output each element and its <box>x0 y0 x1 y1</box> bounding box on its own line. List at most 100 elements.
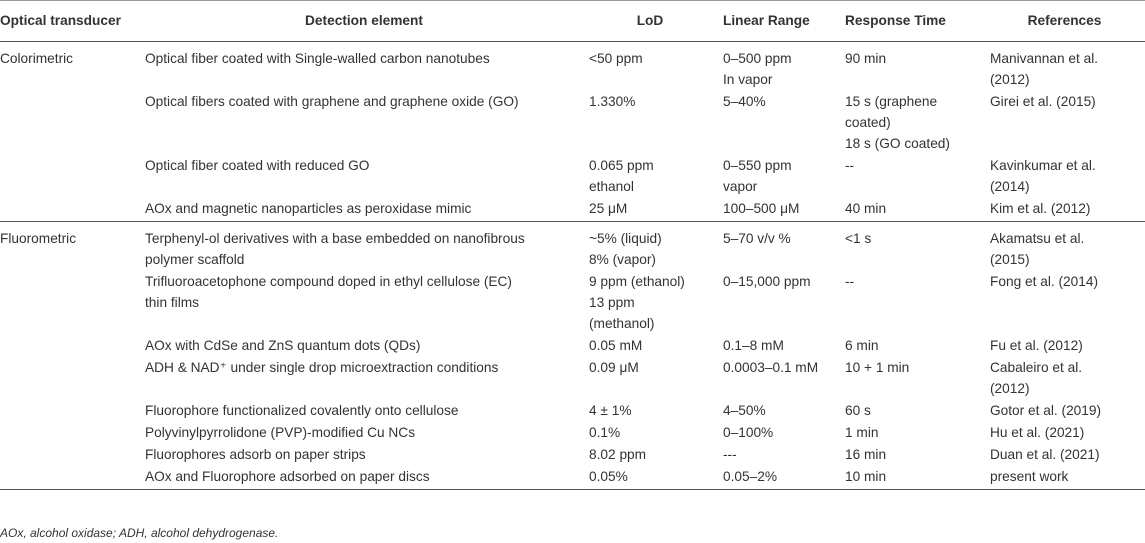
linear-range-cell: 0–100% <box>717 422 839 444</box>
cell-text-line: AOx and Fluorophore adsorbed on paper di… <box>145 469 430 484</box>
cell-text-line: thin films <box>145 295 200 310</box>
cell-text-line: Fluorophores adsorb on paper strips <box>145 447 366 462</box>
table-row: Optical fiber coated with reduced GO 0.06… <box>0 155 1145 198</box>
cell-text-line: Manivannan et al. <box>990 51 1099 66</box>
table-header: Optical transducer Detection element LoD… <box>0 0 1145 42</box>
lod-cell: 9 ppm (ethanol) 13 ppm (methanol) <box>583 271 717 335</box>
cell-text-line: Fong et al. (2014) <box>990 274 1099 289</box>
response-time-cell: 10 min <box>839 466 984 490</box>
cell-text-line: Polyvinylpyrrolidone (PVP)-modified Cu N… <box>145 425 416 440</box>
cell-text-line: 0.0003–0.1 mM <box>723 360 819 375</box>
cell-text-line: 0.05% <box>589 469 628 484</box>
table-row: Fluorophore functionalized covalently on… <box>0 400 1145 422</box>
cell-text-line: 9 ppm (ethanol) <box>589 274 685 289</box>
optical-transducer-cell <box>0 422 145 444</box>
cell-text-line: ethanol <box>589 179 634 194</box>
cell-text-line: -- <box>845 158 855 173</box>
cell-text-line: 5–40% <box>723 94 766 109</box>
cell-text-line: Kim et al. (2012) <box>990 201 1091 216</box>
detection-element-cell: ADH & NAD⁺ under single drop microextrac… <box>145 357 583 400</box>
linear-range-cell: 4–50% <box>717 400 839 422</box>
detection-element-cell: AOx and magnetic nanoparticles as peroxi… <box>145 198 583 222</box>
table-row: Optical fibers coated with graphene and … <box>0 91 1145 155</box>
cell-text-line: Hu et al. (2021) <box>990 425 1085 440</box>
cell-text-line: 0–15,000 ppm <box>723 274 811 289</box>
reference-cell: Fu et al. (2012) <box>984 335 1145 357</box>
linear-range-cell: 0.1–8 mM <box>717 335 839 357</box>
reference-cell: Kim et al. (2012) <box>984 198 1145 222</box>
cell-text-line: 18 s (GO coated) <box>845 136 950 151</box>
optical-transducer-cell <box>0 271 145 335</box>
cell-text-line: 6 min <box>845 338 879 353</box>
reference-cell: Akamatsu et al. (2015) <box>984 222 1145 272</box>
cell-text-line: Girei et al. (2015) <box>990 94 1096 109</box>
cell-text-line: AOx and magnetic nanoparticles as peroxi… <box>145 201 472 216</box>
cell-text-line: 0.09 μM <box>589 360 639 375</box>
detection-element-cell: Terphenyl-ol derivatives with a base emb… <box>145 222 583 272</box>
reference-cell: Cabaleiro et al. (2012) <box>984 357 1145 400</box>
cell-text-line: 100–500 μM <box>723 201 800 216</box>
cell-text-line: <50 ppm <box>589 51 643 66</box>
reference-cell: Gotor et al. (2019) <box>984 400 1145 422</box>
table-row: Fluorometric Terphenyl-ol derivatives wit… <box>0 222 1145 272</box>
table-row: Trifluoroacetophone compound doped in et… <box>0 271 1145 335</box>
detection-element-cell: Optical fiber coated with Single-walled … <box>145 42 583 92</box>
cell-text-line: 5–70 v/v % <box>723 231 791 246</box>
lod-cell: 25 μM <box>583 198 717 222</box>
reference-cell: Duan et al. (2021) <box>984 444 1145 466</box>
table-row: Fluorophores adsorb on paper strips 8.02 … <box>0 444 1145 466</box>
cell-text-line: Terphenyl-ol derivatives with a base emb… <box>145 231 525 246</box>
response-time-cell: 40 min <box>839 198 984 222</box>
linear-range-cell: 0–500 ppm In vapor <box>717 42 839 92</box>
lod-cell: 0.09 μM <box>583 357 717 400</box>
header-optical-transducer: Optical transducer <box>0 0 145 42</box>
optical-transducer-cell: Colorimetric <box>0 42 145 92</box>
header-lod: LoD <box>583 0 717 42</box>
cell-text-line: 13 ppm <box>589 295 635 310</box>
optical-transducer-cell <box>0 198 145 222</box>
cell-text-line: 8% (vapor) <box>589 252 656 267</box>
lod-cell: 8.02 ppm <box>583 444 717 466</box>
cell-text-line: Cabaleiro et al. <box>990 360 1083 375</box>
optical-transducer-cell: Fluorometric <box>0 222 145 272</box>
linear-range-cell: 0–15,000 ppm <box>717 271 839 335</box>
header-linear-range: Linear Range <box>717 0 839 42</box>
cell-text-line: 4 ± 1% <box>589 403 632 418</box>
transducer-label: Fluorometric <box>0 231 77 246</box>
linear-range-cell: --- <box>717 444 839 466</box>
detection-element-cell: AOx with CdSe and ZnS quantum dots (QDs) <box>145 335 583 357</box>
lod-cell: 4 ± 1% <box>583 400 717 422</box>
cell-text-line: polymer scaffold <box>145 252 245 267</box>
table-row: ADH & NAD⁺ under single drop microextrac… <box>0 357 1145 400</box>
linear-range-cell: 0.0003–0.1 mM <box>717 357 839 400</box>
detection-element-cell: Trifluoroacetophone compound doped in et… <box>145 271 583 335</box>
cell-text-line: Optical fiber coated with Single-walled … <box>145 51 490 66</box>
header-references: References <box>984 0 1145 42</box>
linear-range-cell: 0–550 ppm vapor <box>717 155 839 198</box>
cell-text-line: Optical fibers coated with graphene and … <box>145 94 519 109</box>
optical-transducer-cell <box>0 444 145 466</box>
cell-text-line: 90 min <box>845 51 887 66</box>
cell-text-line: AOx with CdSe and ZnS quantum dots (QDs) <box>145 338 421 353</box>
cell-text-line: 60 s <box>845 403 871 418</box>
cell-text-line: Fluorophore functionalized covalently on… <box>145 403 459 418</box>
lod-cell: ~5% (liquid) 8% (vapor) <box>583 222 717 272</box>
cell-text-line: (2014) <box>990 179 1030 194</box>
optical-transducer-cell <box>0 357 145 400</box>
lod-cell: 1.330% <box>583 91 717 155</box>
detection-element-cell: Polyvinylpyrrolidone (PVP)-modified Cu N… <box>145 422 583 444</box>
response-time-cell: 16 min <box>839 444 984 466</box>
cell-text-line: (2012) <box>990 381 1030 396</box>
cell-text-line: coated) <box>845 115 891 130</box>
cell-text-line: Kavinkumar et al. <box>990 158 1096 173</box>
cell-text-line: 25 μM <box>589 201 628 216</box>
cell-text-line: 0–100% <box>723 425 774 440</box>
cell-text-line: vapor <box>723 179 758 194</box>
cell-text-line: 10 + 1 min <box>845 360 910 375</box>
lod-cell: 0.05% <box>583 466 717 490</box>
cell-text-line: <1 s <box>845 231 872 246</box>
detection-element-cell: Fluorophores adsorb on paper strips <box>145 444 583 466</box>
cell-text-line: 10 min <box>845 469 887 484</box>
cell-text-line: 0.05–2% <box>723 469 778 484</box>
